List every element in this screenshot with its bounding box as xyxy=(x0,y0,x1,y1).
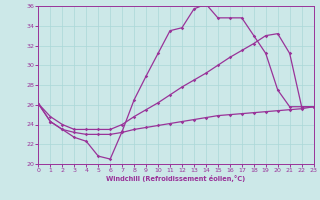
X-axis label: Windchill (Refroidissement éolien,°C): Windchill (Refroidissement éolien,°C) xyxy=(106,175,246,182)
